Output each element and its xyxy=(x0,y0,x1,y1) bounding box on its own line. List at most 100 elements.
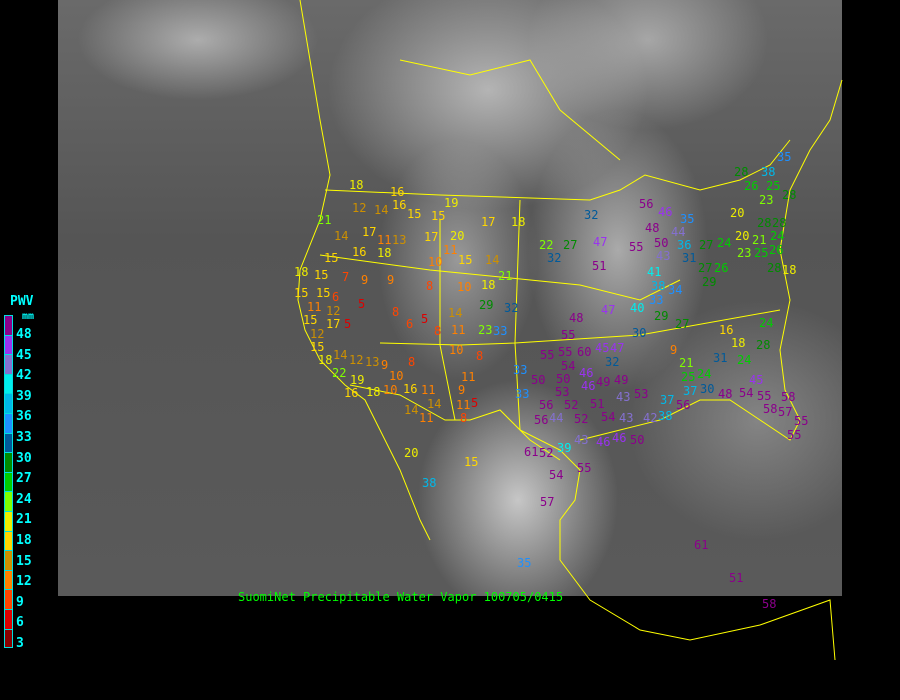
station-pwv-label: 52 xyxy=(564,398,579,412)
color-swatch xyxy=(4,373,13,394)
color-swatch xyxy=(4,589,13,609)
station-pwv-label: 10 xyxy=(428,255,443,269)
station-pwv-label: 15 xyxy=(314,268,329,282)
station-pwv-label: 9 xyxy=(381,358,389,372)
station-pwv-label: 10 xyxy=(383,383,398,397)
station-pwv-label: 17 xyxy=(481,215,496,229)
color-swatch xyxy=(4,315,13,335)
station-pwv-label: 61 xyxy=(694,538,709,552)
station-pwv-label: 12 xyxy=(349,353,364,367)
station-pwv-label: 42 xyxy=(643,411,658,425)
station-pwv-label: 46 xyxy=(658,205,673,219)
color-swatch xyxy=(4,569,13,590)
station-pwv-label: 33 xyxy=(515,387,530,401)
color-swatch xyxy=(4,550,13,570)
satellite-map[interactable] xyxy=(58,0,842,596)
station-pwv-label: 56 xyxy=(539,398,554,412)
station-pwv-label: 14 xyxy=(404,403,419,417)
station-pwv-label: 26 xyxy=(769,243,784,257)
station-pwv-label: 46 xyxy=(596,435,611,449)
station-pwv-label: 5 xyxy=(344,317,352,331)
station-pwv-label: 54 xyxy=(549,468,564,482)
canada-us-border xyxy=(324,139,791,201)
station-pwv-label: 27 xyxy=(699,238,714,252)
station-pwv-label: 23 xyxy=(478,323,493,337)
color-swatch xyxy=(4,491,13,511)
station-pwv-label: 18 xyxy=(782,263,797,277)
state-line-4 xyxy=(514,199,521,431)
station-pwv-label: 50 xyxy=(556,372,571,386)
station-pwv-label: 51 xyxy=(729,571,744,585)
station-pwv-label: 21 xyxy=(752,233,767,247)
station-pwv-label: 55 xyxy=(787,428,802,442)
station-pwv-label: 56 xyxy=(676,398,691,412)
station-pwv-label: 15 xyxy=(316,286,331,300)
station-pwv-label: 25 xyxy=(766,179,781,193)
legend-tick-label: 30 xyxy=(16,450,32,466)
station-pwv-label: 21 xyxy=(498,269,513,283)
legend-tick-label: 42 xyxy=(16,368,32,384)
station-pwv-label: 19 xyxy=(350,373,365,387)
state-line-3 xyxy=(439,220,456,421)
station-pwv-label: 24 xyxy=(737,353,752,367)
station-pwv-label: 58 xyxy=(763,402,778,416)
station-pwv-label: 11 xyxy=(443,243,458,257)
station-pwv-label: 30 xyxy=(700,382,715,396)
station-pwv-label: 16 xyxy=(403,382,418,396)
station-pwv-label: 6 xyxy=(406,317,414,331)
station-pwv-label: 32 xyxy=(547,251,562,265)
station-pwv-label: 38 xyxy=(651,279,666,293)
legend-title: PWV xyxy=(10,294,34,309)
station-pwv-label: 11 xyxy=(377,233,392,247)
station-pwv-label: 19 xyxy=(444,196,459,210)
station-pwv-label: 55 xyxy=(577,461,592,475)
station-pwv-label: 28 xyxy=(782,188,797,202)
station-pwv-label: 50 xyxy=(630,433,645,447)
station-pwv-label: 18 xyxy=(481,278,496,292)
color-swatch xyxy=(4,452,13,472)
station-pwv-label: 27 xyxy=(698,261,713,275)
station-pwv-label: 54 xyxy=(561,359,576,373)
station-pwv-label: 51 xyxy=(592,259,607,273)
station-pwv-label: 8 xyxy=(460,411,468,425)
color-swatch xyxy=(4,412,13,433)
station-pwv-label: 12 xyxy=(326,304,341,318)
station-pwv-label: 18 xyxy=(349,178,364,192)
state-line-1 xyxy=(319,254,681,301)
station-pwv-label: 18 xyxy=(294,265,309,279)
station-pwv-label: 55 xyxy=(561,328,576,342)
station-pwv-label: 23 xyxy=(759,193,774,207)
station-pwv-label: 52 xyxy=(574,412,589,426)
color-swatch xyxy=(4,510,13,531)
station-pwv-label: 57 xyxy=(540,495,555,509)
station-pwv-label: 10 xyxy=(389,369,404,383)
station-pwv-label: 46 xyxy=(581,379,596,393)
station-pwv-label: 40 xyxy=(630,301,645,315)
station-pwv-label: 11 xyxy=(307,300,322,314)
station-pwv-label: 46 xyxy=(612,431,627,445)
station-pwv-label: 31 xyxy=(713,351,728,365)
station-pwv-label: 43 xyxy=(616,390,631,404)
station-pwv-label: 38 xyxy=(761,165,776,179)
station-pwv-label: 15 xyxy=(324,251,339,265)
station-pwv-label: 8 xyxy=(426,279,434,293)
legend-tick-label: 39 xyxy=(16,388,32,404)
station-pwv-label: 53 xyxy=(555,385,570,399)
station-pwv-label: 50 xyxy=(654,236,669,250)
station-pwv-label: 36 xyxy=(677,238,692,252)
station-pwv-label: 10 xyxy=(449,343,464,357)
station-pwv-label: 33 xyxy=(513,363,528,377)
station-pwv-label: 24 xyxy=(697,367,712,381)
station-pwv-label: 16 xyxy=(392,198,407,212)
station-pwv-label: 16 xyxy=(390,185,405,199)
station-pwv-label: 45 xyxy=(749,373,764,387)
station-pwv-label: 45 xyxy=(595,341,610,355)
station-pwv-label: 14 xyxy=(448,306,463,320)
station-pwv-label: 28 xyxy=(767,261,782,275)
station-pwv-label: 29 xyxy=(702,275,717,289)
station-pwv-label: 49 xyxy=(614,373,629,387)
station-pwv-label: 32 xyxy=(584,208,599,222)
station-pwv-label: 39 xyxy=(557,441,572,455)
station-pwv-label: 58 xyxy=(781,390,796,404)
station-pwv-label: 12 xyxy=(310,327,325,341)
